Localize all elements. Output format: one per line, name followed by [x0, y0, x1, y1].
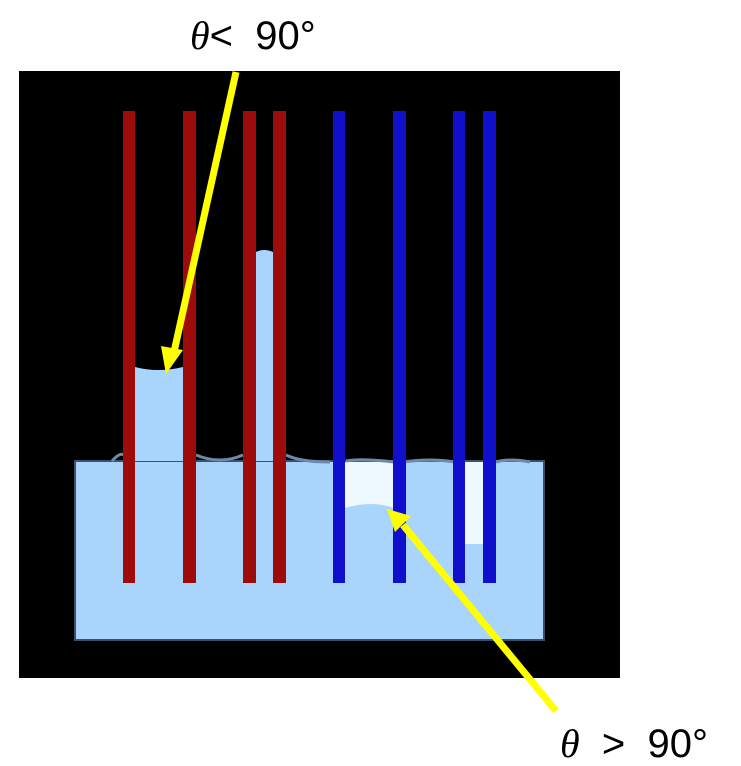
arrow-to-concave-meniscus: [161, 71, 240, 374]
label-theta-less-than-90: θ< 90°: [190, 13, 316, 58]
raised-column-right: [256, 250, 273, 461]
depressed-surface-right: [465, 462, 483, 544]
wetting-tube: [183, 111, 196, 583]
nonwetting-tube: [393, 111, 406, 583]
wetting-tube: [123, 111, 135, 583]
label-theta-greater-than-90: θ > 90°: [560, 721, 708, 766]
nonwetting-tube: [333, 111, 345, 583]
depressed-surface-left: [345, 462, 393, 508]
nonwetting-tube: [483, 111, 496, 583]
nonwetting-tube: [453, 111, 465, 583]
wetting-tube: [273, 111, 286, 583]
raised-column-left: [135, 367, 183, 461]
arrow-to-convex-meniscus: [387, 509, 559, 714]
meniscus-detail: [110, 452, 531, 464]
wetting-tube: [243, 111, 256, 583]
